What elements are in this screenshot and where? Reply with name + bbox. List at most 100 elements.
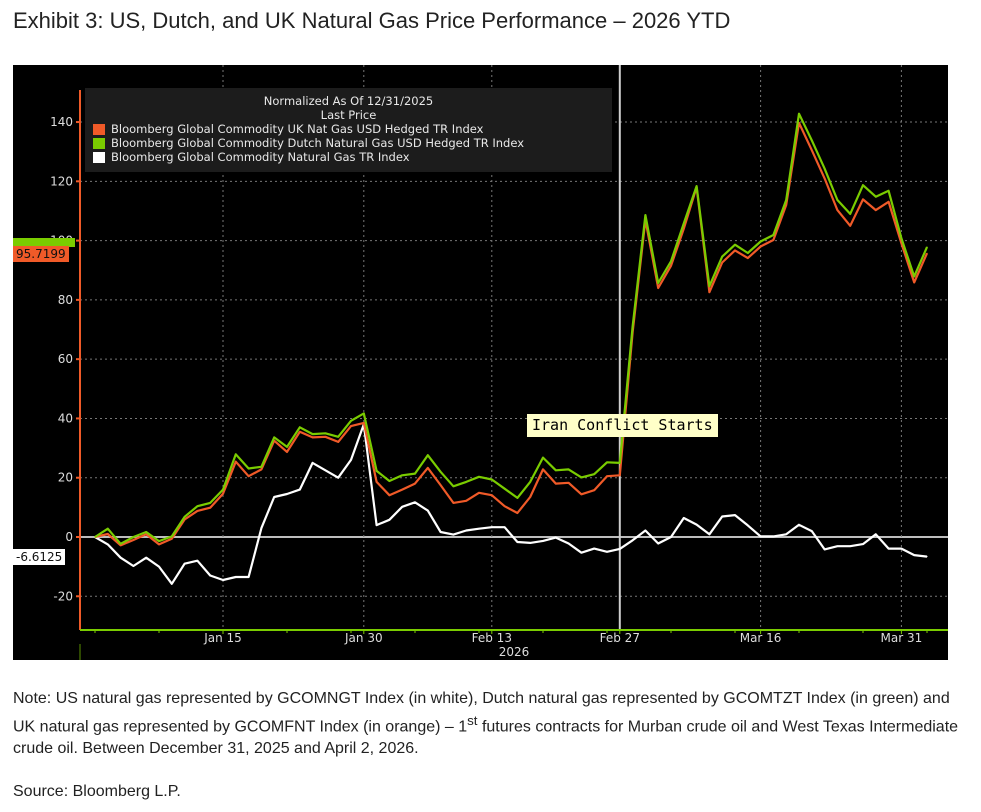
data-point-dutch <box>632 325 634 328</box>
data-point-dutch <box>145 531 147 533</box>
data-point-uk <box>452 502 454 504</box>
data-point-us <box>913 554 915 556</box>
data-point-uk <box>721 261 723 264</box>
footnote: Note: US natural gas represented by GCOM… <box>13 688 973 760</box>
data-point-dutch <box>286 446 288 448</box>
data-point-dutch <box>260 466 262 468</box>
data-point-dutch <box>248 467 250 470</box>
data-point-uk <box>849 225 851 227</box>
data-point-us <box>209 574 211 577</box>
data-point-us <box>145 557 147 559</box>
data-point-uk <box>913 281 915 283</box>
chart-legend: Normalized As Of 12/31/2025 Last Price B… <box>85 88 612 172</box>
data-point-uk <box>440 484 442 486</box>
data-point-us <box>798 524 800 526</box>
data-point-us <box>657 542 659 545</box>
data-point-uk <box>235 461 237 463</box>
annotation-iran-conflict: Iran Conflict Starts <box>527 414 718 437</box>
data-point-dutch <box>452 485 454 487</box>
data-point-us <box>491 526 493 528</box>
data-point-dutch <box>657 282 659 284</box>
legend-header-last-price: Last Price <box>320 108 377 122</box>
data-point-dutch <box>888 190 890 192</box>
data-point-dutch <box>504 488 506 490</box>
data-point-uk <box>606 475 608 477</box>
data-point-us <box>440 531 442 533</box>
data-point-uk <box>772 239 775 241</box>
data-point-dutch <box>222 488 224 491</box>
y-tick-label: 140 <box>50 115 73 129</box>
data-point-dutch <box>721 256 723 258</box>
data-point-us <box>299 488 301 491</box>
data-point-uk <box>350 425 352 427</box>
data-point-dutch <box>94 536 96 538</box>
data-point-uk <box>376 481 378 483</box>
data-point-dutch <box>913 275 915 278</box>
data-point-us <box>593 547 595 550</box>
data-point-uk <box>414 483 416 485</box>
last-value-tag-dutch <box>13 238 75 247</box>
data-point-us <box>747 524 749 527</box>
data-point-dutch <box>401 474 403 476</box>
data-point-us <box>721 515 723 518</box>
data-point-uk <box>542 468 544 471</box>
data-point-dutch <box>209 502 211 504</box>
data-point-dutch <box>644 214 647 216</box>
footnote-text-2: futures contracts for Murban crude oil a… <box>13 718 959 758</box>
data-point-uk <box>875 209 877 211</box>
footnote-text-1: Note: US natural gas represented by GCOM… <box>13 690 950 736</box>
data-point-dutch <box>696 185 698 187</box>
data-point-uk <box>760 245 762 248</box>
data-point-us <box>734 514 736 516</box>
data-point-uk <box>260 468 262 471</box>
data-point-dutch <box>427 454 429 456</box>
data-point-us <box>849 545 851 547</box>
data-point-uk <box>568 482 570 484</box>
data-point-uk <box>145 533 147 535</box>
y-tick-label: 0 <box>65 530 73 544</box>
data-point-us <box>324 469 326 471</box>
series-line-dutch <box>94 112 929 545</box>
data-point-us <box>427 510 429 512</box>
data-point-us <box>452 534 454 536</box>
data-point-uk <box>337 441 339 443</box>
data-point-uk <box>529 496 531 498</box>
data-point-us <box>708 533 711 535</box>
data-point-uk <box>555 483 557 485</box>
last-value-tag-uk: 95.7199 <box>13 246 69 262</box>
data-point-us <box>337 477 339 479</box>
data-point-us <box>132 565 134 567</box>
data-point-dutch <box>849 213 851 215</box>
legend-item-us: Bloomberg Global Commodity Natural Gas T… <box>93 150 612 164</box>
data-point-uk <box>209 507 211 509</box>
data-point-uk <box>785 204 787 206</box>
data-point-uk <box>465 500 467 502</box>
data-point-dutch <box>747 252 749 254</box>
x-tick-label: Mar 31 <box>881 631 923 645</box>
data-point-dutch <box>542 456 544 459</box>
data-point-us <box>683 517 685 519</box>
data-point-uk <box>657 287 659 289</box>
data-point-us <box>171 583 173 585</box>
data-point-dutch <box>171 535 173 538</box>
data-point-uk <box>888 201 890 203</box>
data-point-dutch <box>619 462 621 464</box>
legend-swatch-us <box>93 151 105 163</box>
data-point-us <box>350 459 352 461</box>
legend-swatch-uk <box>93 123 105 135</box>
footnote-superscript: st <box>467 713 478 728</box>
data-point-us <box>772 535 775 538</box>
data-point-uk <box>619 474 621 476</box>
data-point-dutch <box>900 237 903 239</box>
data-point-us <box>670 536 672 538</box>
data-point-uk <box>747 257 749 259</box>
data-point-dutch <box>926 246 928 248</box>
data-point-us <box>836 545 839 547</box>
data-point-us <box>606 551 608 553</box>
data-point-dutch <box>235 453 237 455</box>
x-tick-label: Mar 16 <box>740 631 782 645</box>
data-point-us <box>273 496 275 498</box>
data-point-dutch <box>107 528 109 530</box>
data-point-dutch <box>862 184 864 186</box>
data-point-us <box>184 563 186 565</box>
